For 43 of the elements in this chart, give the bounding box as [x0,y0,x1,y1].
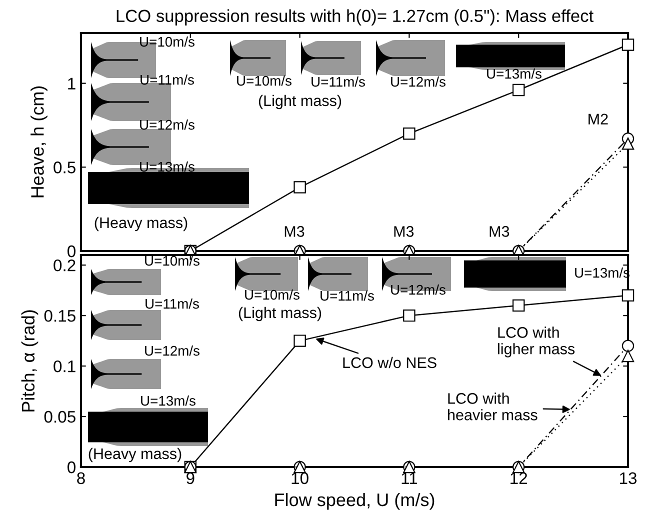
x-tick-label: 9 [186,472,194,484]
annotation: U=10m/s [245,290,300,300]
annotation: U=11m/s [320,290,374,301]
annotation: (Heavy mass) [88,448,182,462]
annotation: M2 [588,114,608,124]
x-tick-label: 13 [620,472,637,484]
y-tick-label: 0 [68,461,76,474]
annotation: (Light mass) [258,94,342,110]
x-tick-label: 8 [77,472,85,484]
y-tick-label: 0.05 [44,410,76,423]
annotation: (Light mass) [238,306,322,322]
annotation: U=10m/s [140,36,194,47]
x-tick-label: 12 [510,472,528,484]
y-tick-label: 0.15 [44,310,76,322]
x-axis-title: Flow speed, U (m/s) [275,492,434,510]
annotation: M3 [490,226,510,237]
annotation: U=12m/s [391,76,446,87]
annotation: LCO w/o NES [343,356,436,368]
annotation: LCO with heavier mass [448,392,538,420]
annotation: U=12m/s [140,120,194,130]
y-axis-title: Heave, h (cm) [30,86,48,198]
annotation: U=13m/s [141,396,196,406]
y-tick-label: 0.5 [54,162,76,174]
annotation: U=11m/s [140,74,194,85]
annotation: U=11m/s [146,298,199,309]
x-tick-label: 10 [292,472,308,484]
y-axis-title: Pitch, α (rad) [21,310,38,412]
annotation: LCO with ligher mass [498,326,575,358]
annotation: M3 [284,226,304,237]
annotation: U=13m/s [487,68,542,79]
y-tick-label: 0.1 [54,360,76,372]
annotation: M3 [394,226,414,237]
annotation: U=12m/s [145,346,200,356]
annotation: (Heavy mass) [94,216,188,232]
annotation: U=11m/s [312,76,365,87]
chart-title: LCO suppression results with h(0)= 1.27cm (0.5"): Mass effect [116,9,594,26]
annotation: U=13m/s [140,162,194,172]
annotation: U=10m/s [237,76,292,86]
y-tick-label: 0 [68,245,76,258]
x-tick-label: 11 [402,472,418,484]
y-tick-label: 0.2 [54,259,76,272]
y-tick-label: 1 [68,78,76,90]
annotation: U=10m/s [145,256,200,266]
